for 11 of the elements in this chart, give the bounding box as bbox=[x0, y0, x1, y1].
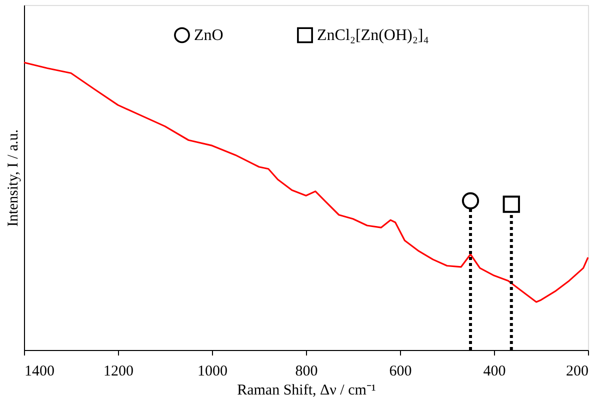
x-tick-label: 1200 bbox=[104, 364, 134, 380]
legend-label: ZnCl₂[Zn(OH)₂]₄ bbox=[317, 27, 430, 44]
y-axis-title: Intensity, I / a.u. bbox=[6, 129, 22, 227]
x-tick-label: 600 bbox=[389, 364, 412, 380]
x-axis-title: Raman Shift, Δν / cm⁻¹ bbox=[237, 382, 376, 398]
x-tick-label: 400 bbox=[483, 364, 506, 380]
legend-label: ZnO bbox=[194, 27, 224, 44]
x-tick-label: 200 bbox=[566, 364, 588, 380]
x-tick-label: 1400 bbox=[24, 364, 54, 380]
x-tick-label: 1000 bbox=[198, 364, 228, 380]
x-tick-label: 800 bbox=[295, 364, 318, 380]
